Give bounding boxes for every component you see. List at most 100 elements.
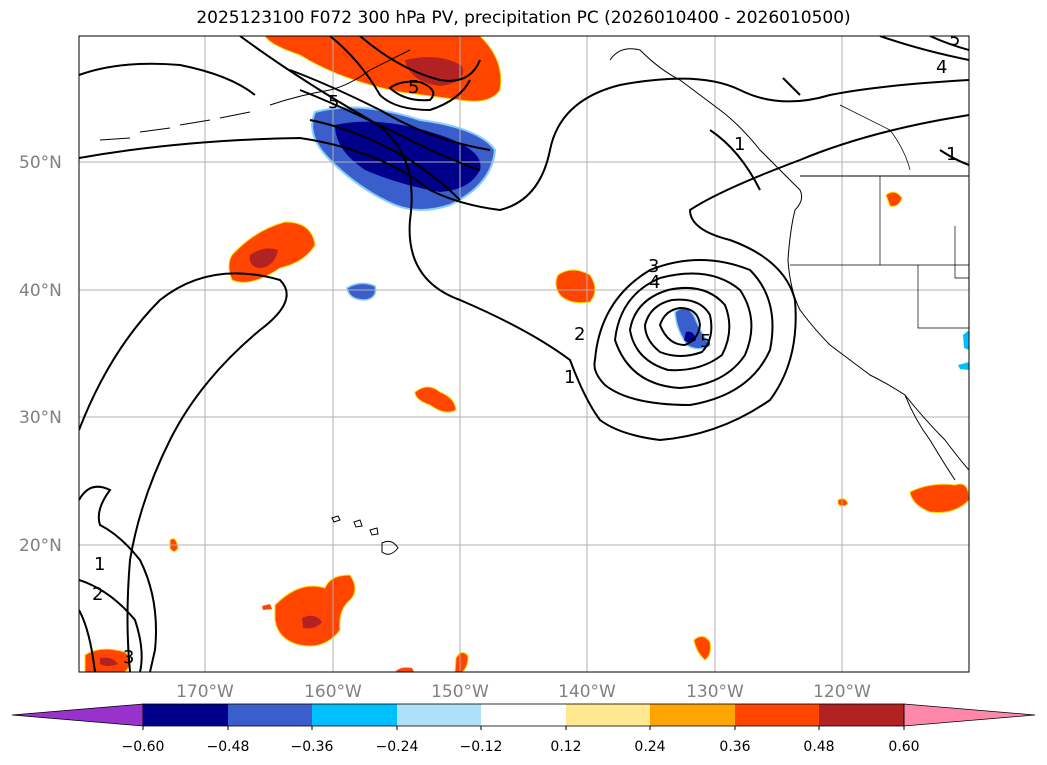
island-hawaii	[381, 540, 399, 555]
colorbar-segment	[228, 704, 312, 726]
colorbar-segment	[481, 704, 566, 726]
colorbar-tick-label: −0.60	[122, 739, 165, 755]
pv-contour-label: 1	[564, 367, 575, 388]
lat-label: 20°N	[19, 536, 62, 556]
lon-label: 150°W	[431, 682, 489, 702]
map-frame	[78, 35, 970, 673]
colorbar-segment	[819, 704, 904, 726]
precip-positive-area	[555, 269, 596, 304]
pv-contour	[643, 298, 713, 357]
pv-contour	[329, 36, 471, 112]
precip-positive-area	[274, 574, 356, 647]
colorbar-tick-label: −0.48	[207, 739, 250, 755]
colorbar-tick-labels: −0.60 −0.48 −0.36 −0.24 −0.12 0.12 0.24 …	[122, 739, 920, 755]
colorbar-tick-label: 0.60	[888, 739, 919, 755]
island-kauai	[331, 515, 341, 523]
pv-contour	[79, 77, 969, 212]
longitude-labels: 170°W 160°W 150°W 140°W 130°W 120°W	[176, 682, 871, 702]
lat-label: 30°N	[19, 408, 62, 428]
pv-contour-label: 2	[574, 324, 585, 345]
colorbar-tick-label: −0.36	[291, 739, 334, 755]
coastline-peninsula	[269, 49, 411, 106]
lat-label: 40°N	[19, 281, 62, 301]
pv-contour	[79, 609, 96, 672]
colorbar-segment	[143, 704, 228, 726]
precip-strong-positive-area	[302, 615, 322, 629]
pv-contour	[593, 259, 774, 407]
colorbar-segment	[735, 704, 819, 726]
precip-positive-area	[414, 386, 457, 413]
island-maui	[369, 527, 379, 536]
pv-contour	[388, 80, 435, 102]
colorbar-tick-label: 0.36	[719, 739, 750, 755]
colorbar-tick-label: 0.12	[550, 739, 581, 755]
pv-contour-label: 5	[328, 92, 339, 113]
lat-label: 50°N	[19, 153, 62, 173]
pv-contour	[79, 62, 256, 96]
pv-contour	[879, 36, 969, 61]
coastline-baja	[904, 394, 956, 481]
pv-contour	[79, 485, 157, 672]
aleutian-islands	[99, 111, 251, 141]
colorbar-segment	[650, 704, 735, 726]
lon-label: 130°W	[686, 682, 744, 702]
coastline-alaska	[609, 48, 803, 211]
pv-contour	[359, 36, 481, 82]
precip-strong-positive-area	[249, 248, 278, 268]
latitude-labels: 50°N 40°N 30°N 20°N	[19, 153, 62, 556]
precip-positive-area	[693, 636, 711, 661]
colorbar-tick-label: 0.24	[634, 739, 665, 755]
precip-negative-area	[958, 362, 969, 370]
lon-label: 160°W	[304, 682, 362, 702]
pv-contour	[709, 129, 761, 191]
precip-positive-area	[262, 604, 272, 610]
pv-contour-label: 5	[949, 29, 960, 50]
pv-contour	[613, 272, 753, 390]
colorbar	[11, 703, 1036, 730]
lon-label: 170°W	[176, 682, 234, 702]
pv-contour-labels: 5 5 4 5 3 4 5 2 1 1 2 3 1 1	[92, 29, 960, 668]
colorbar-extend-high	[903, 703, 1036, 727]
precip-strong-positive-area	[100, 657, 118, 666]
pv-contour-label: 1	[946, 144, 957, 165]
colorbar-segment	[397, 704, 481, 726]
pv-contour	[79, 579, 143, 672]
pv-contour-label: 5	[700, 331, 711, 352]
pv-contour-label: 3	[648, 256, 659, 277]
pv-contour-label: 3	[123, 647, 134, 668]
colorbar-segment	[566, 704, 650, 726]
pv-contour	[628, 286, 731, 372]
colorbar-segment	[312, 704, 397, 726]
pv-contour	[782, 77, 801, 96]
colorbar-tick-label: 0.48	[803, 739, 834, 755]
island-oahu	[353, 519, 363, 528]
pv-contour	[79, 272, 288, 672]
pv-contour	[289, 69, 491, 151]
pv-contour	[299, 89, 481, 171]
precip-strong-positive-area	[405, 57, 464, 86]
state-borders	[790, 104, 969, 329]
pv-contour-label: 4	[936, 57, 947, 78]
pv-contour-label: 1	[734, 134, 745, 155]
map-plot-area: 5 5 4 5 3 4 5 2 1 1 2 3 1 1	[79, 29, 969, 672]
precip-positive-area	[885, 191, 903, 207]
pv-contour	[939, 149, 969, 166]
lon-label: 140°W	[558, 682, 616, 702]
pv-contour	[239, 36, 969, 442]
pv-contours	[79, 36, 969, 672]
pv-contour-label: 4	[649, 272, 660, 293]
colorbar-extend-low	[11, 703, 144, 727]
colorbar-tick-label: −0.24	[376, 739, 419, 755]
gridlines	[79, 36, 969, 672]
coastline-us-west	[787, 209, 969, 471]
pv-contour	[309, 119, 461, 201]
pv-contour	[929, 36, 969, 51]
colorbar-frame	[142, 703, 905, 727]
pv-contour-label: 5	[408, 77, 419, 98]
pv-contour	[658, 306, 702, 347]
precip-positive-area	[909, 483, 969, 513]
coastlines	[99, 48, 969, 555]
pv-contour-label: 2	[92, 584, 103, 605]
precip-positive-area	[395, 667, 414, 672]
